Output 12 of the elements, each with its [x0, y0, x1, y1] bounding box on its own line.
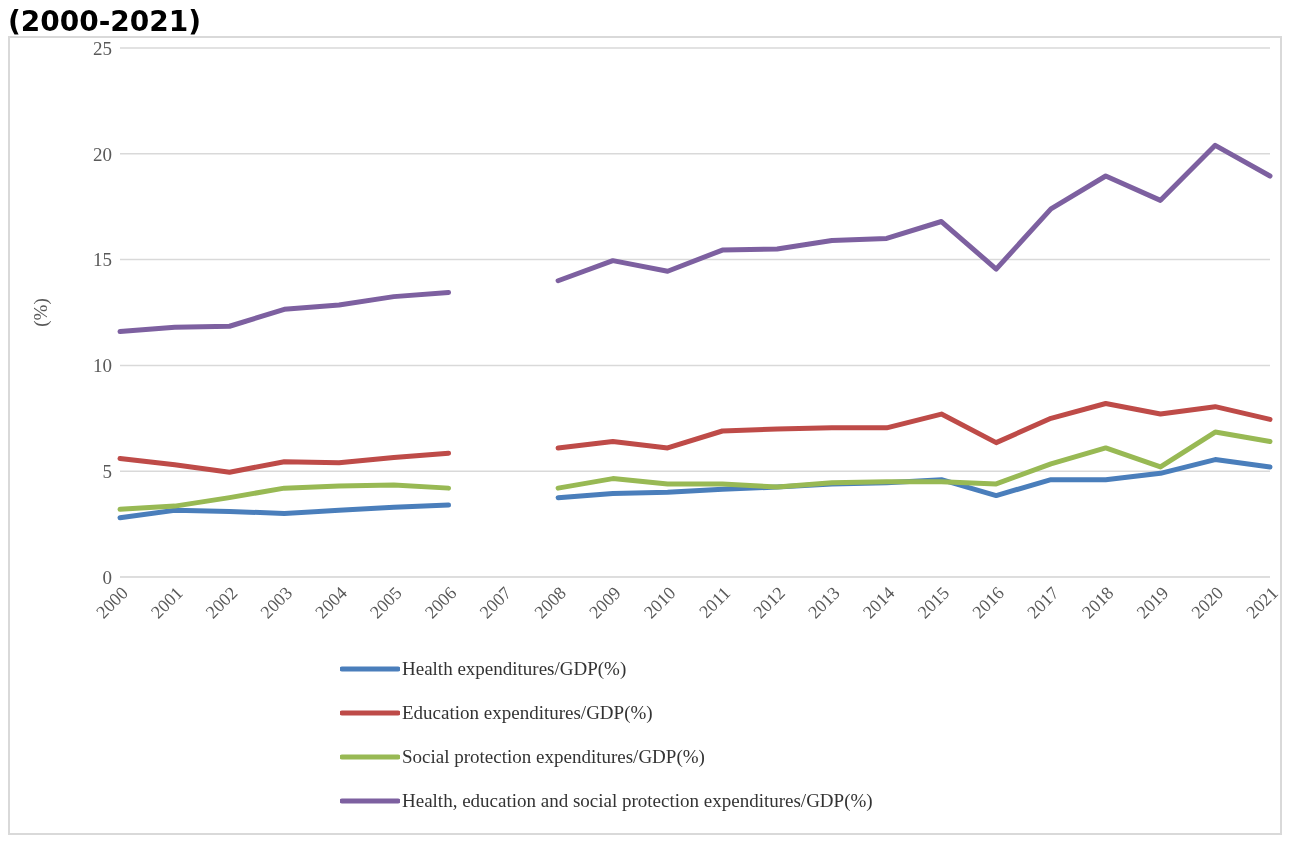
legend-label: Health expenditures/GDP(%) — [402, 658, 627, 680]
legend-label: Social protection expenditures/GDP(%) — [402, 746, 705, 768]
y-tick-label: 25 — [93, 37, 112, 59]
y-tick-label: 5 — [102, 460, 112, 482]
y-tick-label: 10 — [93, 355, 112, 377]
legend-label: Health, education and social protection expenditures/GDP(%) — [402, 790, 873, 812]
y-axis-title: (%) — [29, 298, 52, 327]
y-tick-label: 20 — [93, 143, 112, 165]
chart-title: (2000-2021) — [8, 5, 203, 38]
legend-label: Education expenditures/GDP(%) — [402, 702, 653, 724]
y-tick-label: 15 — [93, 249, 112, 271]
y-tick-label: 0 — [102, 566, 112, 588]
